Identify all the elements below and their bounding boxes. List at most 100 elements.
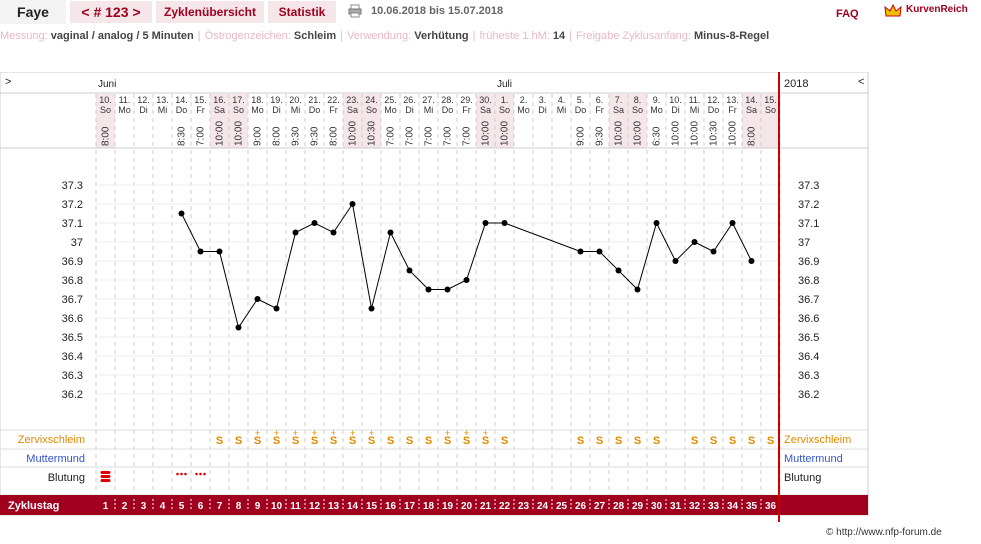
tab-cycle-overview[interactable]: Zyklenübersicht: [156, 1, 264, 23]
temperature-point: [577, 248, 584, 255]
temperature-point: [615, 267, 622, 274]
cycle-day-number: 32: [689, 501, 701, 512]
day-weekday: Mo: [118, 105, 131, 115]
day-weekday: Di: [405, 105, 414, 115]
copyright-footer: © http://www.nfp-forum.de: [826, 527, 942, 538]
cycle-day-number: 25: [556, 501, 568, 512]
y-tick-left: 37.2: [62, 199, 83, 211]
day-date: 18.: [251, 95, 264, 105]
day-date: 11.: [689, 95, 701, 105]
day-weekday: Sa: [214, 105, 225, 115]
chart-nav-right[interactable]: <: [858, 76, 864, 88]
crown-icon: [884, 3, 902, 17]
info-value: Schleim: [293, 30, 337, 42]
faq-link[interactable]: FAQ: [836, 8, 859, 20]
y-tick-left: 36.4: [62, 351, 83, 363]
day-time: 7:00: [462, 126, 473, 146]
day-date: 5.: [577, 95, 585, 105]
cycle-day-number: 9: [255, 501, 261, 512]
temperature-point: [254, 296, 261, 302]
day-date: 9.: [653, 95, 661, 105]
zervix-plus: +: [293, 428, 298, 438]
day-weekday: So: [499, 105, 510, 115]
temperature-point: [235, 324, 242, 331]
y-tick-left: 36.7: [62, 294, 83, 306]
day-weekday: Mi: [158, 105, 168, 115]
day-date: 30.: [479, 95, 492, 105]
zervix-mark: S: [235, 435, 242, 447]
day-weekday: Sa: [746, 105, 757, 115]
info-separator: |: [340, 30, 343, 42]
top-bar: Faye < # 123 > Zyklenübersicht Statistik…: [0, 0, 981, 24]
brand-logo-text[interactable]: KurvenReich: [906, 4, 968, 15]
day-weekday: Do: [442, 105, 454, 115]
day-highlight: [96, 94, 115, 148]
day-time: 10:00: [234, 121, 245, 146]
zervix-plus: +: [255, 428, 260, 438]
zervix-plus: +: [312, 428, 317, 438]
y-tick-right: 36.8: [798, 275, 819, 287]
cycle-day-number: 24: [537, 501, 549, 512]
cycle-day-number: 5: [179, 501, 185, 512]
day-date: 27.: [422, 95, 435, 105]
cycle-day-number: 7: [217, 501, 223, 512]
temperature-point: [330, 229, 337, 236]
bleeding-light: [199, 472, 202, 476]
day-time: 7:00: [443, 126, 454, 146]
day-date: 8.: [634, 95, 642, 105]
day-date: 2.: [520, 95, 528, 105]
y-tick-left: 36.8: [62, 275, 83, 287]
day-weekday: Mo: [251, 105, 264, 115]
day-weekday: Fr: [329, 105, 338, 115]
cycle-day-number: 15: [366, 501, 378, 512]
cycle-day-number: 16: [385, 501, 397, 512]
tab-statistics[interactable]: Statistik: [268, 1, 336, 23]
zervix-mark: S: [501, 435, 508, 447]
day-weekday: Do: [575, 105, 587, 115]
cycle-day-number: 11: [290, 501, 301, 512]
day-date: 10.: [669, 95, 682, 105]
cycle-day-label: Zyklustag: [8, 500, 59, 512]
zervix-mark: S: [425, 435, 432, 447]
day-time: 10:30: [709, 121, 720, 146]
cycle-selector[interactable]: < # 123 >: [70, 1, 152, 23]
info-separator: |: [569, 30, 572, 42]
temperature-point: [292, 229, 299, 236]
day-time: 8:30: [177, 126, 188, 146]
blutung-label: Blutung: [48, 472, 85, 484]
y-tick-left: 36.2: [62, 389, 83, 401]
bleeding-heavy: [100, 475, 111, 478]
day-weekday: Mi: [424, 105, 434, 115]
date-range: 10.06.2018 bis 15.07.2018: [371, 5, 504, 17]
day-time: 10:00: [728, 121, 739, 146]
day-time: 10:00: [614, 121, 625, 146]
y-tick-right: 36.2: [798, 389, 819, 401]
printer-icon[interactable]: [348, 4, 362, 18]
temperature-point: [596, 248, 603, 255]
user-name: Faye: [0, 0, 66, 24]
info-label: früheste 1.hM:: [479, 30, 553, 42]
cycle-day-number: 19: [442, 501, 454, 512]
day-date: 28.: [441, 95, 454, 105]
day-weekday: Mi: [291, 105, 301, 115]
zervix-plus: +: [350, 428, 355, 438]
y-tick-right: 36.4: [798, 351, 819, 363]
y-tick-left: 37.1: [62, 218, 83, 230]
zervix-mark: S: [482, 435, 489, 447]
cycle-day-number: 18: [423, 501, 435, 512]
info-separator: |: [197, 30, 201, 42]
day-time: 6:30: [652, 126, 663, 146]
day-weekday: Mo: [650, 105, 663, 115]
zervix-plus: +: [331, 428, 336, 438]
temperature-point: [482, 220, 489, 226]
zervix-mark: S: [710, 435, 717, 447]
day-highlight: [343, 94, 362, 148]
day-date: 12.: [707, 95, 720, 105]
day-date: 25.: [384, 95, 397, 105]
chart-nav-left[interactable]: >: [5, 76, 11, 88]
info-value: Minus-8-Regel: [694, 30, 770, 42]
day-date: 14.: [745, 95, 758, 105]
cycle-day-number: 21: [480, 501, 492, 512]
zervix-mark: S: [387, 435, 394, 447]
